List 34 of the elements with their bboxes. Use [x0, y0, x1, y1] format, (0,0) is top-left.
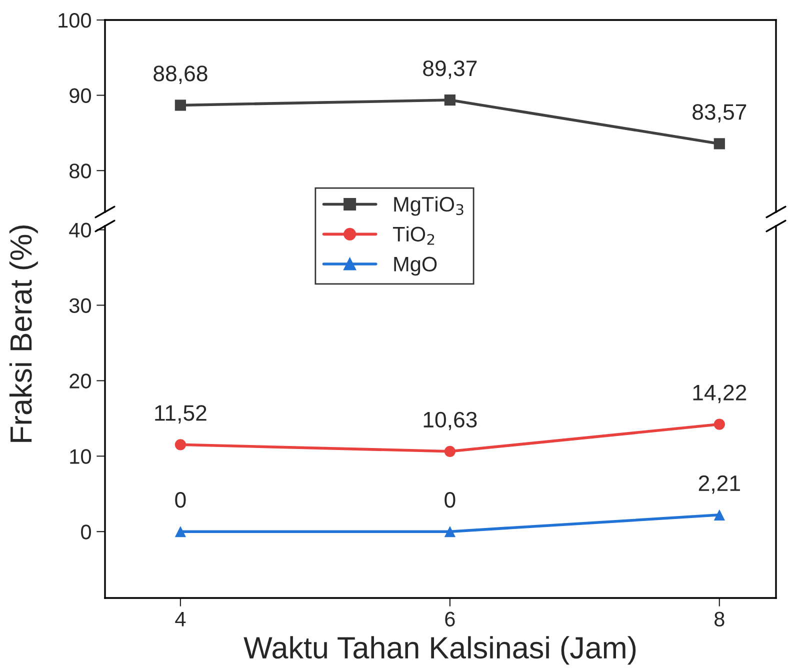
point	[174, 439, 186, 450]
point	[444, 446, 456, 457]
y-tick-label: 20	[70, 374, 91, 388]
data-label: 83,57	[692, 104, 746, 122]
data-label: 88,68	[154, 66, 208, 84]
x-tick-label: 6	[445, 612, 455, 626]
point	[174, 526, 186, 538]
data-label: 0	[444, 492, 456, 508]
y-tick-label: 0	[81, 524, 91, 540]
data-label: 2,21	[698, 475, 740, 494]
x-tick-label: 4	[175, 612, 186, 626]
data-label: 11,52	[155, 405, 206, 424]
legend-label: TiO$_{2}$	[392, 226, 434, 245]
legend-label: MgO	[394, 256, 437, 276]
y-tick-label: 30	[69, 298, 91, 313]
legend-label: MgTiO$_{3}$	[394, 196, 464, 216]
y-tick-label: 100	[58, 13, 91, 28]
y-tick-label: 40	[69, 222, 91, 238]
data-label: 0	[175, 492, 186, 508]
data-label: 14,22	[693, 384, 746, 404]
y-tick-label: 10	[70, 449, 91, 464]
point	[714, 418, 725, 430]
x-tick-label: 8	[714, 612, 724, 626]
y-tick-label: 90	[70, 88, 91, 104]
point	[714, 509, 725, 520]
point	[174, 100, 186, 111]
y-axis-title: Fraksi Berat (%)	[9, 226, 38, 442]
data-label: 89,37	[423, 60, 477, 79]
point	[714, 138, 725, 150]
point	[444, 526, 456, 538]
point	[444, 94, 456, 106]
x-axis-title: Waktu Tahan Kalsinasi (Jam)	[244, 636, 636, 665]
data-label: 10,63	[424, 412, 477, 430]
y-tick-label: 80	[70, 164, 91, 178]
